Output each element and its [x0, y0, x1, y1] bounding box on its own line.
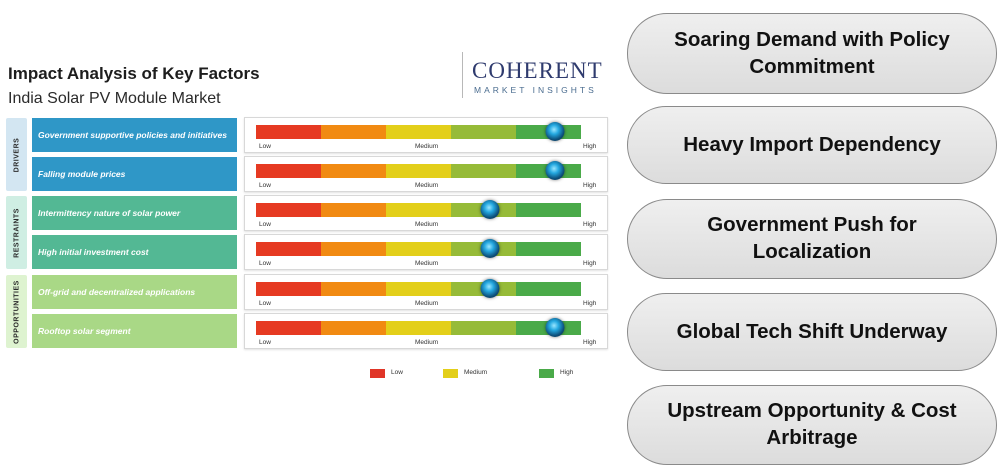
meter-segment: [386, 282, 451, 296]
scale-label-high: High: [583, 260, 597, 267]
scale-label-high: High: [583, 143, 597, 150]
scale-label-low: Low: [259, 300, 271, 307]
meter-segment: [321, 125, 386, 139]
impact-meter: Low Medium High: [244, 234, 608, 270]
impact-meter: Low Medium High: [244, 156, 608, 192]
meter-segment: [256, 282, 321, 296]
group-restraints: RESTRAINTS: [6, 196, 27, 269]
highlight-pill: Heavy Import Dependency: [627, 106, 997, 184]
infographic-subtitle: India Solar PV Module Market: [8, 90, 221, 107]
meter-segment: [256, 203, 321, 217]
highlight-pill: Government Push for Localization: [627, 199, 997, 279]
infographic-title: Impact Analysis of Key Factors: [8, 64, 260, 83]
legend-label: High: [560, 369, 574, 376]
impact-meter: Low Medium High: [244, 195, 608, 231]
meter-segment: [386, 321, 451, 335]
group-opportunities: OPPORTUNITIES: [6, 275, 27, 348]
impact-meter: Low Medium High: [244, 313, 608, 349]
meter-segment: [516, 242, 581, 256]
legend-swatch: [443, 369, 458, 378]
meter-segment: [256, 164, 321, 178]
scale-label-medium: Medium: [415, 143, 439, 150]
meter-segment: [386, 242, 451, 256]
group-label: RESTRAINTS: [13, 207, 20, 258]
meter-segment: [321, 203, 386, 217]
impact-analysis-panel: Impact Analysis of Key Factors India Sol…: [6, 52, 622, 378]
meter-segment: [256, 321, 321, 335]
factor-label: High initial investment cost: [32, 235, 237, 269]
coherent-logo: COHERENT MARKET INSIGHTS: [462, 52, 622, 102]
meter-segment: [451, 321, 516, 335]
impact-meter: Low Medium High: [244, 274, 608, 310]
scale-label-high: High: [583, 182, 597, 189]
meter-segment: [321, 321, 386, 335]
factor-label: Rooftop solar segment: [32, 314, 237, 348]
meter-segment: [386, 164, 451, 178]
meter-segment: [386, 203, 451, 217]
impact-indicator: [545, 122, 565, 141]
scale-label-medium: Medium: [415, 182, 439, 189]
legend-swatch: [370, 369, 385, 378]
impact-indicator: [480, 239, 500, 258]
highlight-pill: Soaring Demand with Policy Commitment: [627, 13, 997, 94]
logo-wordmark: COHERENT: [472, 58, 603, 83]
group-label: DRIVERS: [13, 137, 20, 172]
meter-segment: [256, 125, 321, 139]
factor-label: Intermittency nature of solar power: [32, 196, 237, 230]
highlight-pill: Upstream Opportunity & Cost Arbitrage: [627, 385, 997, 465]
meter-segment: [451, 125, 516, 139]
scale-label-low: Low: [259, 339, 271, 346]
scale-label-high: High: [583, 300, 597, 307]
factor-label: Falling module prices: [32, 157, 237, 191]
group-drivers: DRIVERS: [6, 118, 27, 191]
meter-segment: [516, 203, 581, 217]
highlight-pill: Global Tech Shift Underway: [627, 293, 997, 371]
scale-label-medium: Medium: [415, 300, 439, 307]
factor-label: Off-grid and decentralized applications: [32, 275, 237, 309]
scale-label-low: Low: [259, 143, 271, 150]
scale-label-low: Low: [259, 260, 271, 267]
scale-label-low: Low: [259, 182, 271, 189]
scale-label-low: Low: [259, 221, 271, 228]
factor-label: Government supportive policies and initi…: [32, 118, 237, 152]
logo-tagline: MARKET INSIGHTS: [474, 85, 597, 95]
impact-meter: Low Medium High: [244, 117, 608, 153]
meter-segment: [321, 164, 386, 178]
scale-label-high: High: [583, 339, 597, 346]
meter-segment: [386, 125, 451, 139]
meter-segment: [321, 282, 386, 296]
meter-segment: [516, 282, 581, 296]
meter-segment: [321, 242, 386, 256]
meter-segment: [451, 164, 516, 178]
logo-divider: [462, 52, 463, 98]
legend-swatch: [539, 369, 554, 378]
group-label: OPPORTUNITIES: [13, 279, 20, 344]
scale-label-medium: Medium: [415, 339, 439, 346]
scale-label-medium: Medium: [415, 221, 439, 228]
scale-label-high: High: [583, 221, 597, 228]
impact-indicator: [480, 200, 500, 219]
scale-label-medium: Medium: [415, 260, 439, 267]
legend-label: Low: [391, 369, 403, 376]
impact-indicator: [545, 161, 565, 180]
legend-label: Medium: [464, 369, 488, 376]
meter-segment: [256, 242, 321, 256]
impact-indicator: [480, 279, 500, 298]
impact-indicator: [545, 318, 565, 337]
